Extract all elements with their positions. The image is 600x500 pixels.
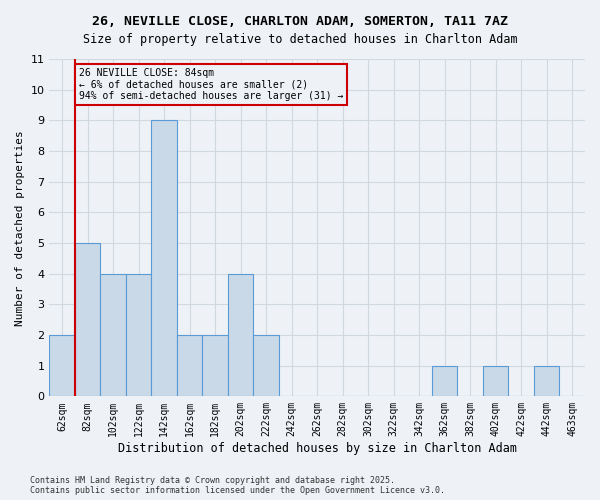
Bar	[100, 274, 126, 396]
Bar	[432, 366, 457, 396]
Text: Size of property relative to detached houses in Charlton Adam: Size of property relative to detached ho…	[83, 32, 517, 46]
Bar	[228, 274, 253, 396]
Bar	[253, 335, 279, 396]
Y-axis label: Number of detached properties: Number of detached properties	[15, 130, 25, 326]
Bar	[75, 243, 100, 396]
Text: 26 NEVILLE CLOSE: 84sqm
← 6% of detached houses are smaller (2)
94% of semi-deta: 26 NEVILLE CLOSE: 84sqm ← 6% of detached…	[79, 68, 343, 102]
Bar	[534, 366, 559, 396]
Bar	[483, 366, 508, 396]
Bar	[151, 120, 177, 396]
Bar	[49, 335, 75, 396]
X-axis label: Distribution of detached houses by size in Charlton Adam: Distribution of detached houses by size …	[118, 442, 517, 455]
Bar	[202, 335, 228, 396]
Text: Contains HM Land Registry data © Crown copyright and database right 2025.
Contai: Contains HM Land Registry data © Crown c…	[30, 476, 445, 495]
Bar	[177, 335, 202, 396]
Bar	[126, 274, 151, 396]
Text: 26, NEVILLE CLOSE, CHARLTON ADAM, SOMERTON, TA11 7AZ: 26, NEVILLE CLOSE, CHARLTON ADAM, SOMERT…	[92, 15, 508, 28]
